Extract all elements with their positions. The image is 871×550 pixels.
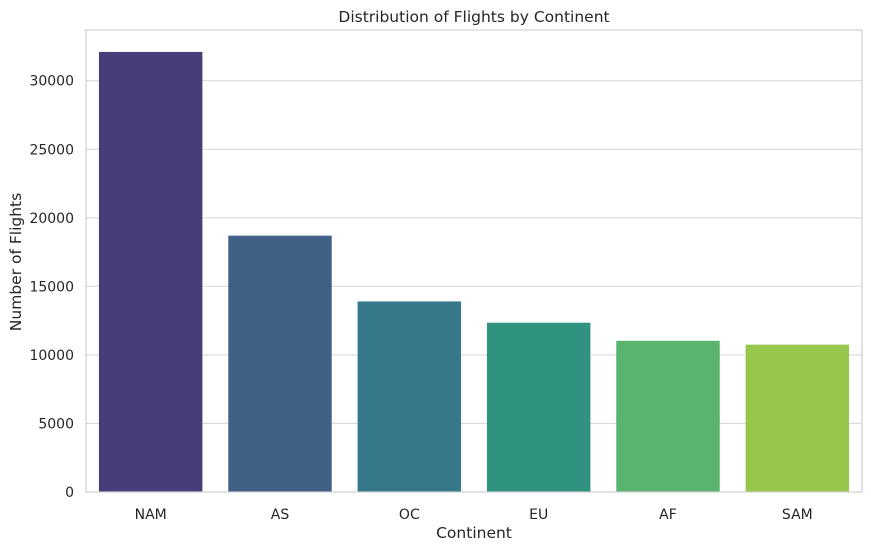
x-axis: NAM AS OC EU AF SAM	[135, 507, 813, 523]
y-tick-label: 20000	[29, 211, 74, 227]
bar-as	[228, 235, 332, 492]
y-axis-title: Number of Flights	[7, 193, 25, 331]
y-tick-label: 5000	[38, 416, 74, 432]
y-tick-label: 10000	[29, 348, 74, 364]
x-tick-label: SAM	[782, 507, 813, 523]
bars	[98, 51, 850, 492]
plot-frame	[85, 29, 863, 493]
y-tick-label: 25000	[29, 142, 74, 158]
x-tick-label: OC	[399, 507, 420, 523]
bar-af	[616, 340, 720, 492]
x-tick-label: EU	[529, 507, 548, 523]
y-tick-label: 15000	[29, 279, 74, 295]
bar-eu	[486, 322, 591, 492]
chart-title: Distribution of Flights by Continent	[338, 8, 609, 26]
y-tick-label: 30000	[29, 74, 74, 90]
y-axis: 0 5000 10000 15000 20000 25000 30000	[29, 74, 74, 501]
plot-area	[85, 29, 863, 493]
x-tick-label: AF	[659, 507, 677, 523]
bar-nam	[98, 51, 203, 492]
bar-sam	[745, 344, 850, 492]
x-axis-title: Continent	[436, 524, 512, 542]
x-tick-label: NAM	[135, 507, 167, 523]
y-tick-label: 0	[65, 485, 74, 501]
bar-oc	[357, 301, 462, 492]
x-tick-label: AS	[271, 507, 290, 523]
grid-lines	[86, 80, 862, 493]
